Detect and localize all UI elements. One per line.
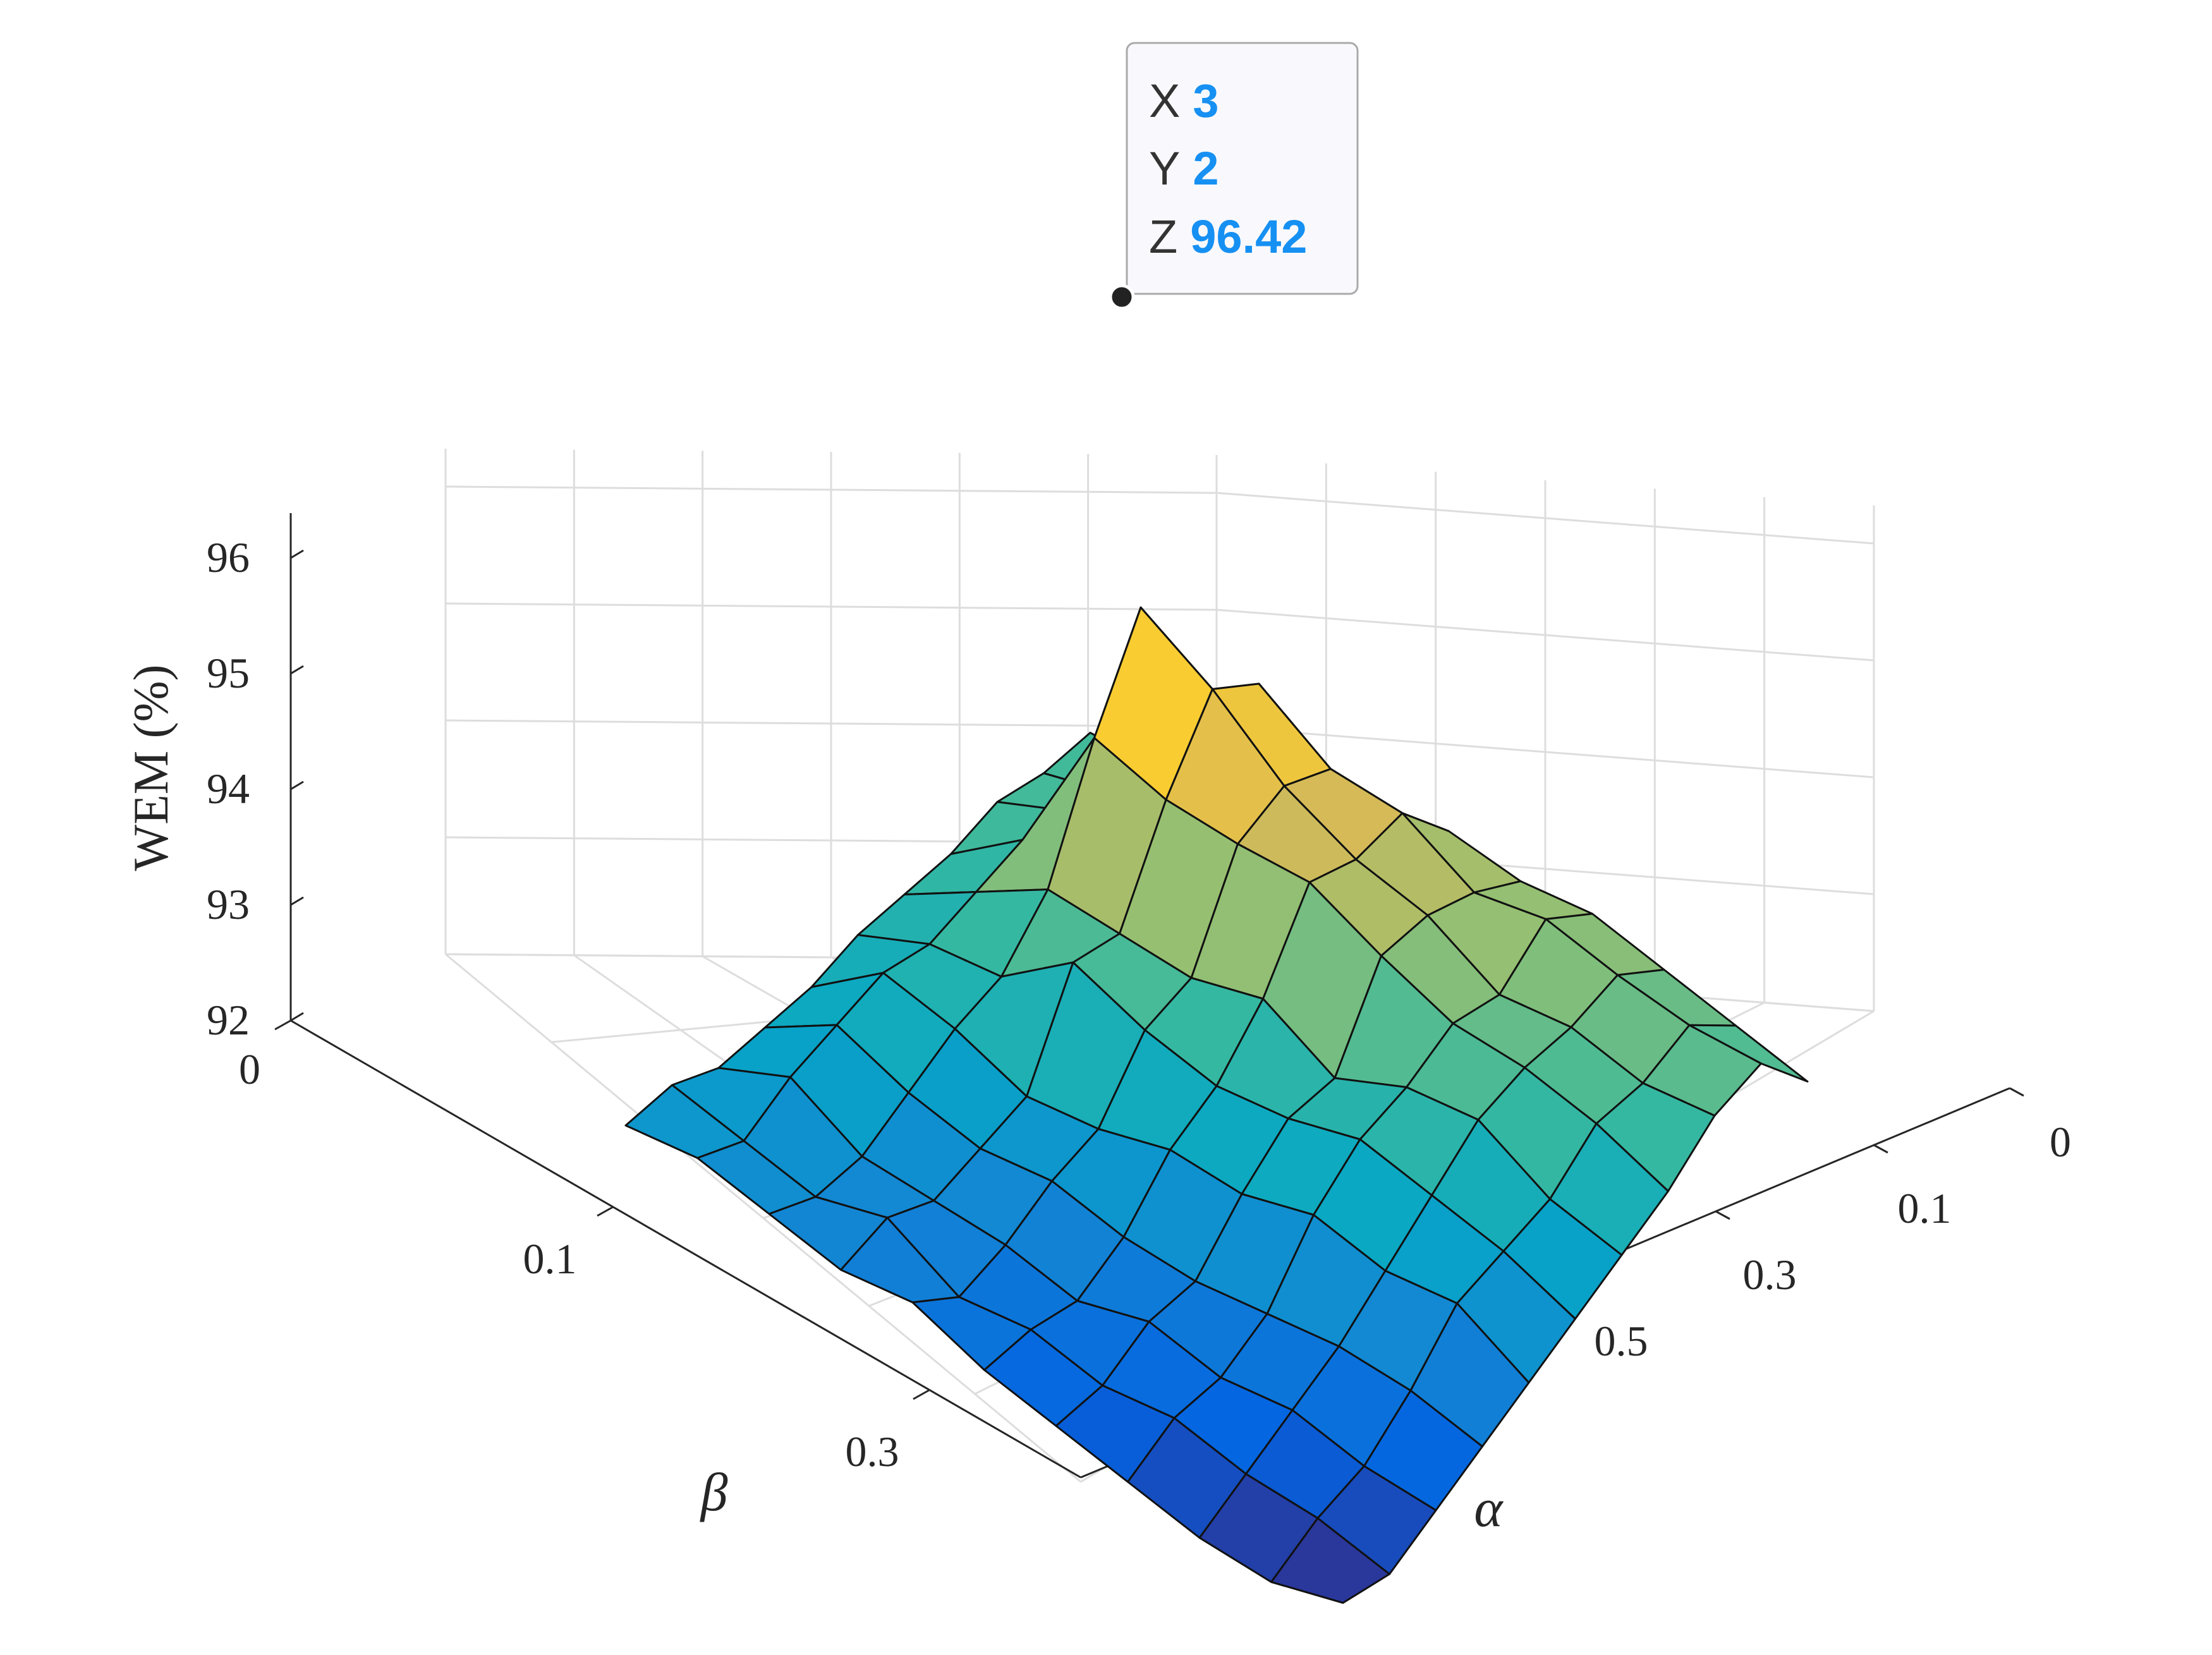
z-tick — [290, 665, 304, 675]
alpha-tick — [1715, 1210, 1730, 1220]
beta-axis-line — [290, 1019, 1081, 1479]
alpha-tick — [2009, 1087, 2024, 1097]
z-tick — [290, 1012, 304, 1022]
z-tick — [290, 896, 304, 906]
beta-tick-label: 0 — [239, 1045, 260, 1093]
beta-tick — [274, 1019, 291, 1031]
data-tip-z: Z 96.42 — [1149, 210, 1307, 263]
alpha-tick-label: 0.3 — [1743, 1251, 1797, 1299]
z-axis-label: WEM (%) — [123, 664, 178, 871]
alpha-tick-label: 0.5 — [1595, 1317, 1648, 1365]
beta-tick — [597, 1206, 614, 1217]
beta-tick-label: 0.1 — [523, 1235, 577, 1283]
z-tick-label: 92 — [207, 996, 250, 1044]
z-tick — [290, 780, 304, 791]
z-tick-label: 94 — [207, 765, 250, 813]
surface-cell — [1270, 1517, 1390, 1604]
alpha-axis-label: α — [1474, 1477, 1504, 1538]
data-tip-box — [1126, 42, 1359, 295]
beta-axis-label: β — [700, 1462, 728, 1522]
z-tick-label: 96 — [207, 533, 250, 581]
surface — [624, 606, 1809, 1604]
z-tick — [290, 549, 304, 559]
z-tick-label: 95 — [207, 649, 250, 697]
alpha-tick-label: 0.1 — [1898, 1184, 1952, 1232]
beta-tick — [913, 1389, 930, 1400]
z-tick-label: 93 — [207, 880, 250, 928]
alpha-tick — [1873, 1144, 1888, 1154]
alpha-tick-label: 0 — [2050, 1118, 2071, 1166]
data-tip-marker[interactable] — [1109, 284, 1135, 310]
beta-tick-label: 0.3 — [846, 1428, 899, 1476]
